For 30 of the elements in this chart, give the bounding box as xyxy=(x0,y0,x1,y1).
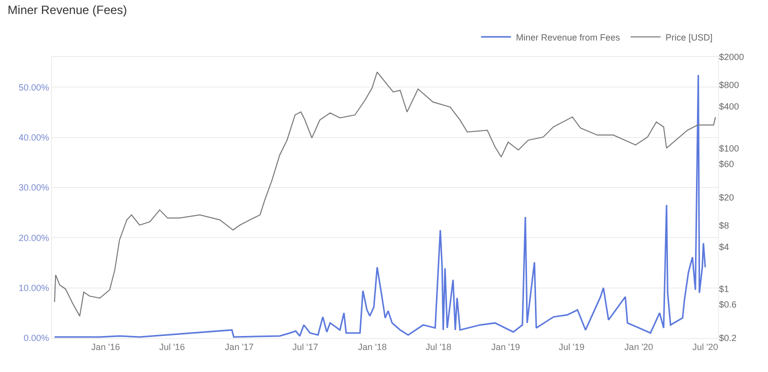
x-tick-label: Jan '16 xyxy=(91,342,120,352)
x-tick-label: Jul '18 xyxy=(426,342,452,352)
y2-tick-label: $100 xyxy=(719,144,740,154)
x-tick-label: Jan '18 xyxy=(358,342,387,352)
y2-tick-label: $400 xyxy=(719,101,740,112)
y2-tick-label: $20 xyxy=(719,192,734,203)
y-tick-label: 30.00% xyxy=(18,182,50,193)
x-tick-label: Jul '17 xyxy=(292,342,318,352)
y2-tick-label: $60 xyxy=(719,159,734,170)
x-tick-label: Jul '16 xyxy=(159,342,185,352)
y-tick-label: 20.00% xyxy=(18,232,50,243)
y2-tick-label: $0.2 xyxy=(719,333,737,344)
y-tick-label: 10.00% xyxy=(18,282,50,293)
x-tick-label: Jul '20 xyxy=(692,342,718,352)
x-tick-label: Jan '20 xyxy=(624,342,654,352)
y-tick-label: 50.00% xyxy=(18,82,50,92)
y2-tick-label: $1 xyxy=(719,284,730,294)
x-tick-label: Jul '19 xyxy=(558,342,585,352)
x-tick-label: Jan '17 xyxy=(224,342,254,352)
y-tick-label: 40.00% xyxy=(18,132,50,142)
y2-tick-label: $800 xyxy=(719,80,740,90)
legend-label: Miner Revenue from Fees xyxy=(516,32,621,42)
legend-label: Price [USD] xyxy=(666,32,713,42)
chart-title: Miner Revenue (Fees) xyxy=(8,2,128,17)
y2-tick-label: $4 xyxy=(719,242,730,252)
x-tick-label: Jan '19 xyxy=(491,342,520,352)
y-tick-label: 0.00% xyxy=(24,333,50,344)
y2-tick-label: $8 xyxy=(719,220,730,231)
y2-tick-label: $2000 xyxy=(719,52,744,62)
y2-tick-label: $0.6 xyxy=(719,300,737,310)
